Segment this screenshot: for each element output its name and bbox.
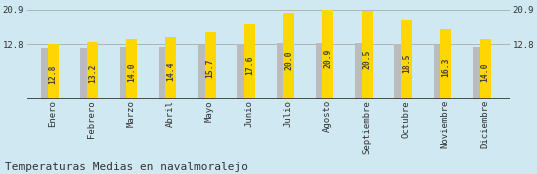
Bar [48,44,59,99]
Bar [277,43,287,99]
Bar [87,42,98,99]
Text: 14.0: 14.0 [481,62,490,82]
Bar [237,44,248,99]
Bar [165,37,177,99]
Text: 13.2: 13.2 [88,64,97,83]
Bar [159,47,170,99]
Bar [244,24,255,99]
Text: 20.9: 20.9 [323,49,332,68]
Bar [80,48,91,99]
Text: 14.0: 14.0 [127,62,136,82]
Text: 20.5: 20.5 [362,50,372,69]
Bar [126,39,137,99]
Text: 18.5: 18.5 [402,53,411,73]
Bar [355,43,366,99]
Bar [473,47,484,99]
Bar [440,29,451,99]
Bar [362,11,373,99]
Bar [120,47,130,99]
Bar [480,39,490,99]
Text: 20.0: 20.0 [284,51,293,70]
Text: 17.6: 17.6 [245,55,254,75]
Text: Temperaturas Medias en navalmoralejo: Temperaturas Medias en navalmoralejo [5,162,249,172]
Bar [401,20,412,99]
Text: 12.8: 12.8 [49,64,57,84]
Bar [283,13,294,99]
Bar [316,43,327,99]
Text: 16.3: 16.3 [441,58,450,77]
Bar [205,32,216,99]
Bar [394,44,405,99]
Bar [41,48,52,99]
Bar [433,45,445,99]
Bar [323,10,333,99]
Text: 14.4: 14.4 [166,61,176,81]
Text: 15.7: 15.7 [206,59,215,78]
Bar [198,45,209,99]
